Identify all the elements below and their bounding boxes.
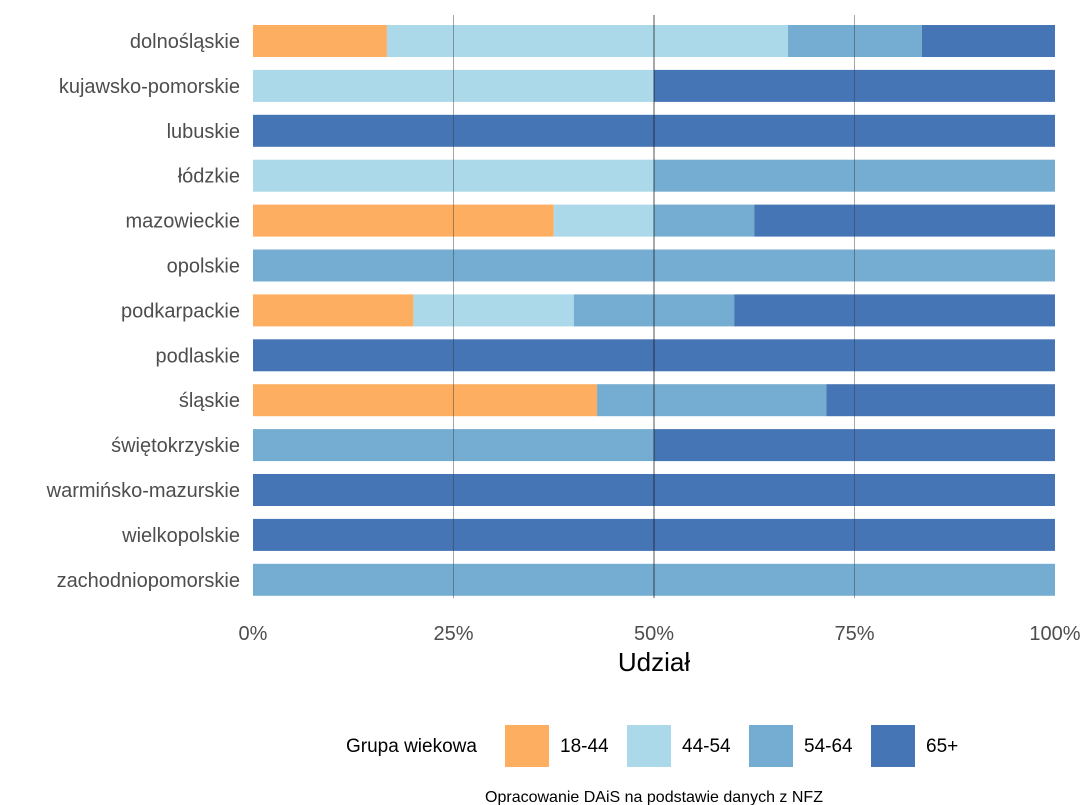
legend-key-44-54: [627, 725, 671, 767]
category-label: zachodniopomorskie: [57, 570, 240, 592]
x-tick-label: 25%: [433, 623, 473, 645]
bar-segment-18-44: [253, 294, 414, 327]
bar-segment-44-54: [553, 204, 654, 237]
category-label: warmińsko-mazurskie: [46, 480, 240, 502]
legend-title: Grupa wiekowa: [346, 736, 477, 757]
category-label: świętokrzyskie: [111, 435, 240, 457]
legend-key-18-44: [505, 725, 549, 767]
bar-segment-44-54: [413, 294, 574, 327]
x-tick-label: 75%: [834, 623, 874, 645]
legend-label: 18-44: [560, 736, 609, 757]
bar-segment-54-64: [654, 204, 755, 237]
bar-segment-65+: [921, 25, 1055, 57]
legend-label: 54-64: [804, 736, 853, 757]
category-labels: dolnośląskie kujawsko-pomorskie lubuskie łó…: [46, 31, 240, 592]
category-label: opolskie: [167, 256, 240, 278]
legend-label: 44-54: [682, 736, 731, 757]
bar-segment-65+: [826, 384, 1055, 417]
x-axis-title: Udział: [618, 647, 690, 677]
bar-segment-44-54: [253, 69, 654, 102]
category-label: dolnośląskie: [130, 31, 240, 53]
category-label: podkarpackie: [121, 300, 240, 322]
category-label: wielkopolskie: [121, 525, 240, 547]
bar-segment-54-64: [597, 384, 827, 417]
bar-segment-18-44: [253, 384, 598, 417]
bar-segment-44-54: [386, 25, 788, 57]
bar-segment-44-54: [253, 159, 654, 192]
legend-key-54-64: [749, 725, 793, 767]
bar-segment-65+: [754, 204, 1055, 237]
bar-segment-65+: [734, 294, 1055, 327]
bar-segment-54-64: [654, 159, 1055, 192]
x-tick-labels: 0% 25% 50% 75% 100%: [239, 623, 1081, 645]
x-tick-label: 50%: [634, 623, 674, 645]
category-label: podlaskie: [155, 345, 240, 367]
bar-segment-65+: [654, 69, 1055, 102]
category-label: mazowieckie: [126, 211, 240, 233]
gridlines-layer: [453, 15, 855, 598]
legend-key-65+: [871, 725, 915, 767]
bar-segment-18-44: [253, 25, 387, 57]
legend-label: 65+: [926, 736, 958, 757]
category-label: śląskie: [179, 390, 240, 412]
x-tick-label: 100%: [1029, 623, 1080, 645]
caption: Opracowanie DAiS na podstawie danych z N…: [485, 789, 823, 805]
category-label: lubuskie: [167, 121, 240, 143]
category-label: kujawsko-pomorskie: [59, 76, 240, 98]
bar-segment-54-64: [253, 429, 654, 462]
x-tick-label: 0%: [239, 623, 268, 645]
bar-segment-54-64: [787, 25, 922, 57]
bar-segment-65+: [654, 429, 1055, 462]
legend: Grupa wiekowa 18-44 44-54 54-64 65+: [346, 725, 958, 767]
bar-segment-18-44: [253, 204, 554, 237]
category-label: łódzkie: [178, 166, 240, 188]
